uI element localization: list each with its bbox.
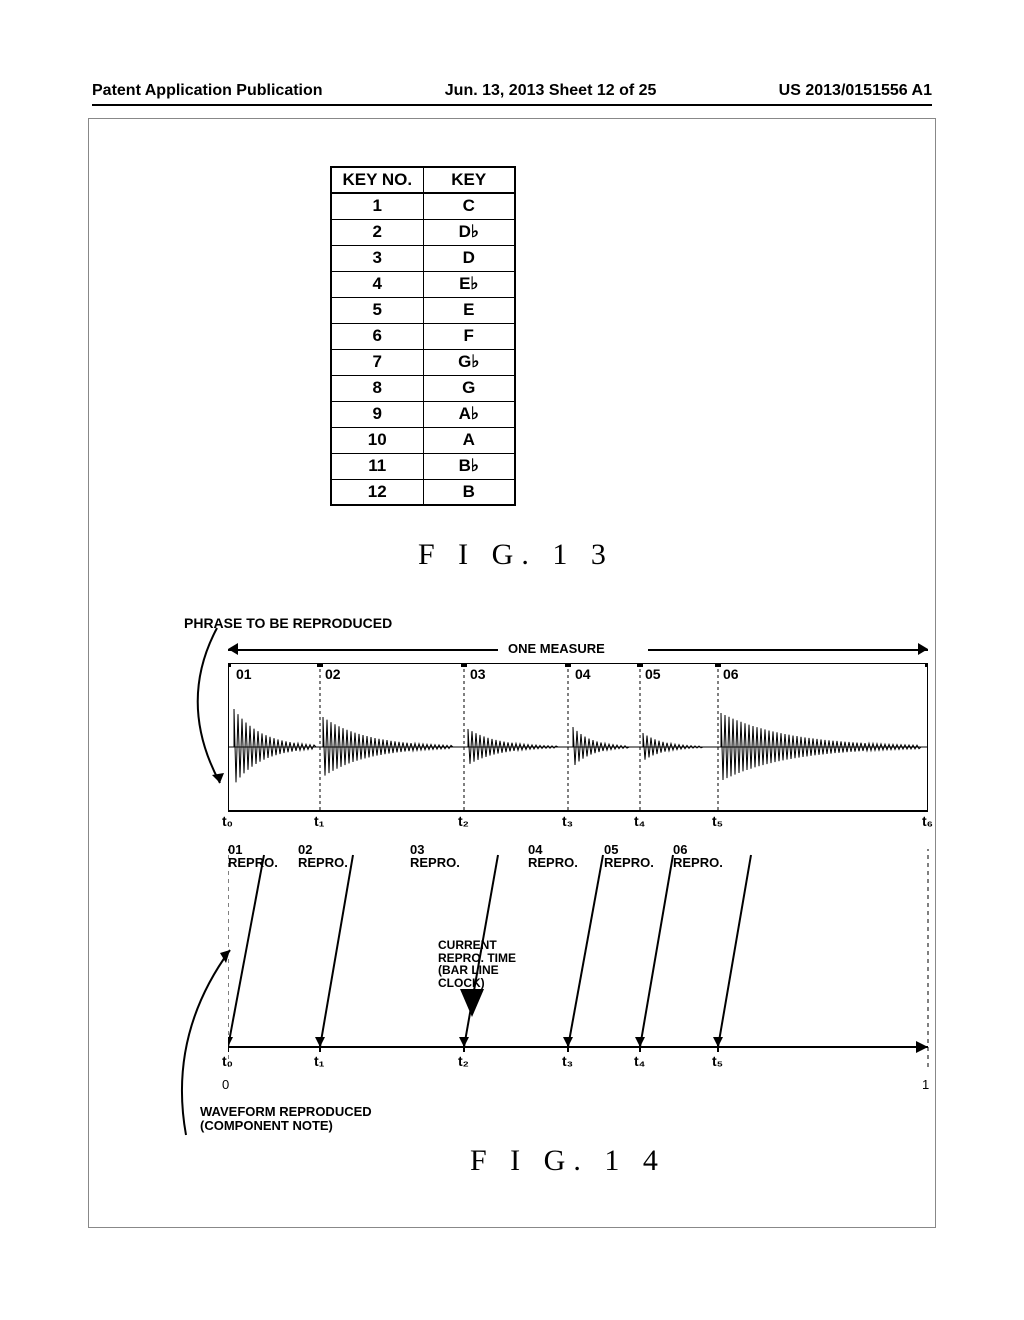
clock-marker-icon bbox=[460, 989, 484, 1017]
table-row: 10A bbox=[331, 427, 515, 453]
repro-label: 01REPRO. bbox=[228, 843, 278, 869]
table-cell: C bbox=[423, 193, 515, 219]
table-row: 11B♭ bbox=[331, 453, 515, 479]
table-cell: G♭ bbox=[423, 349, 515, 375]
svg-text:01: 01 bbox=[236, 666, 252, 682]
col-keyno: KEY NO. bbox=[331, 167, 423, 193]
waveform-label: WAVEFORM REPRODUCED(COMPONENT NOTE) bbox=[200, 1105, 372, 1134]
repro-label: 03REPRO. bbox=[410, 843, 460, 869]
clock-label: CURRENTREPRO. TIME(BAR LINECLOCK) bbox=[438, 939, 516, 989]
table-cell: 9 bbox=[331, 401, 423, 427]
repro-label: 06REPRO. bbox=[673, 843, 723, 869]
table-row: 12B bbox=[331, 479, 515, 505]
table-row: 8G bbox=[331, 375, 515, 401]
fig13-caption: F I G. 1 3 bbox=[418, 538, 614, 572]
table-row: 4E♭ bbox=[331, 271, 515, 297]
table-cell: E♭ bbox=[423, 271, 515, 297]
arrow-right-icon bbox=[918, 643, 928, 655]
table-row: 7G♭ bbox=[331, 349, 515, 375]
header-center: Jun. 13, 2013 Sheet 12 of 25 bbox=[445, 82, 657, 100]
table-cell: D♭ bbox=[423, 219, 515, 245]
table-cell: D bbox=[423, 245, 515, 271]
key-table: KEY NO. KEY 1C2D♭3D4E♭5E6F7G♭8G9A♭10A11B… bbox=[330, 166, 516, 506]
waveform-panel: 010203040506 t₀t₁t₂t₃t₄t₅t₆ bbox=[228, 663, 928, 833]
time-mark-bottom: t₅ bbox=[712, 1053, 723, 1069]
svg-text:04: 04 bbox=[575, 666, 591, 682]
time-mark: t₄ bbox=[634, 813, 645, 829]
table-cell: 8 bbox=[331, 375, 423, 401]
time-mark-bottom: t₄ bbox=[634, 1053, 645, 1069]
header-left: Patent Application Publication bbox=[92, 82, 323, 100]
table-row: 3D bbox=[331, 245, 515, 271]
table-cell: 10 bbox=[331, 427, 423, 453]
scale-one: 1 bbox=[922, 1077, 929, 1092]
measure-label: ONE MEASURE bbox=[508, 641, 605, 656]
time-mark-bottom: t₁ bbox=[314, 1053, 324, 1069]
measure-bar-left bbox=[228, 649, 498, 651]
table-cell: E bbox=[423, 297, 515, 323]
table-cell: 11 bbox=[331, 453, 423, 479]
waveform-svg: 01 02 03 04 05 06 bbox=[228, 663, 928, 813]
phrase-pointer-arc bbox=[172, 623, 232, 793]
table-cell: A bbox=[423, 427, 515, 453]
table-cell: 1 bbox=[331, 193, 423, 219]
header-right: US 2013/0151556 A1 bbox=[779, 82, 932, 100]
table-cell: 3 bbox=[331, 245, 423, 271]
table-row: 5E bbox=[331, 297, 515, 323]
svg-text:05: 05 bbox=[645, 666, 661, 682]
repro-svg bbox=[228, 849, 948, 1089]
time-mark: t₃ bbox=[562, 813, 573, 829]
fig14: PHRASE TO BE REPRODUCED ONE MEASURE 0102… bbox=[120, 615, 920, 1195]
table-row: 2D♭ bbox=[331, 219, 515, 245]
table-cell: 4 bbox=[331, 271, 423, 297]
repro-label: 04REPRO. bbox=[528, 843, 578, 869]
table-cell: B♭ bbox=[423, 453, 515, 479]
time-mark: t₀ bbox=[222, 813, 233, 829]
table-row: 1C bbox=[331, 193, 515, 219]
table-cell: 7 bbox=[331, 349, 423, 375]
repro-label: 02REPRO. bbox=[298, 843, 348, 869]
table-cell: F bbox=[423, 323, 515, 349]
time-mark: t₆ bbox=[922, 813, 933, 829]
table-cell: 5 bbox=[331, 297, 423, 323]
time-mark: t₅ bbox=[712, 813, 723, 829]
time-mark-bottom: t₂ bbox=[458, 1053, 469, 1069]
table-cell: 2 bbox=[331, 219, 423, 245]
fig14-caption: F I G. 1 4 bbox=[470, 1144, 666, 1178]
time-mark: t₁ bbox=[314, 813, 324, 829]
table-cell: 12 bbox=[331, 479, 423, 505]
col-key: KEY bbox=[423, 167, 515, 193]
repro-panel: CURRENTREPRO. TIME(BAR LINECLOCK) 0 1 t₀… bbox=[228, 849, 928, 1099]
time-mark: t₂ bbox=[458, 813, 469, 829]
measure-bar-right bbox=[648, 649, 928, 651]
table-row: 9A♭ bbox=[331, 401, 515, 427]
svg-text:02: 02 bbox=[325, 666, 341, 682]
table-row: 6F bbox=[331, 323, 515, 349]
table-cell: B bbox=[423, 479, 515, 505]
repro-label: 05REPRO. bbox=[604, 843, 654, 869]
table-cell: G bbox=[423, 375, 515, 401]
patent-header: Patent Application Publication Jun. 13, … bbox=[92, 82, 932, 106]
table-cell: A♭ bbox=[423, 401, 515, 427]
time-mark-bottom: t₃ bbox=[562, 1053, 573, 1069]
svg-text:03: 03 bbox=[470, 666, 486, 682]
svg-text:06: 06 bbox=[723, 666, 739, 682]
table-cell: 6 bbox=[331, 323, 423, 349]
